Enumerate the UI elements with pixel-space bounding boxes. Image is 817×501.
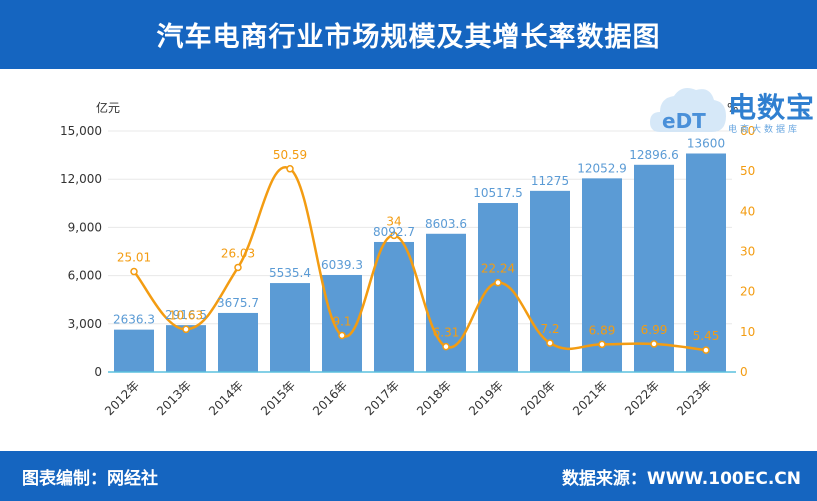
x-tick-label: 2019年 — [466, 378, 506, 418]
growth-rate-point — [286, 165, 294, 173]
bar-value-label: 12896.6 — [629, 148, 679, 162]
bar-value-label: 3675.7 — [217, 296, 259, 310]
bar-layer — [114, 153, 726, 372]
chart-svg: 2636.3 2916.5 3675.7 5535.4 6039.3 8092.7 8603… — [60, 100, 755, 418]
growth-rate-point — [650, 340, 658, 348]
title-banner: 汽车电商行业市场规模及其增长率数据图 — [0, 0, 817, 69]
logo-main-text: 电数宝 — [728, 91, 816, 124]
growth-rate-label: 6.99 — [641, 323, 668, 337]
bar-value-label: 11275 — [531, 174, 569, 188]
footer-credit: 图表编制：网经社 — [22, 469, 158, 489]
growth-rate-point — [338, 331, 346, 340]
line-layer — [130, 165, 710, 354]
y-right-tick-label: 20 — [740, 285, 755, 299]
growth-rate-label: 25.01 — [117, 251, 151, 265]
growth-rate-label: 6.31 — [433, 326, 460, 340]
y-left-tick-label: 12,000 — [60, 172, 102, 186]
x-tick-label: 2016年 — [310, 378, 350, 418]
y-left-tick-label: 9,000 — [68, 220, 102, 234]
growth-rate-label: 5.45 — [693, 329, 720, 343]
bar — [322, 274, 362, 372]
y-right-tick-label: 0 — [740, 365, 748, 379]
label-layer: 2636.3 2916.5 3675.7 5535.4 6039.3 8092.7 8603… — [113, 136, 725, 343]
x-tick-label: 2018年 — [414, 378, 454, 418]
logo-mark: eDT — [662, 109, 706, 133]
bar-value-label: 8092.7 — [373, 225, 415, 239]
growth-rate-label: 50.59 — [273, 148, 307, 162]
bar-value-label: 12052.9 — [577, 161, 627, 175]
growth-rate-point — [130, 267, 138, 276]
growth-rate-point — [234, 263, 242, 272]
bar — [426, 233, 466, 372]
cloud-logo-icon: eDT — [650, 88, 726, 133]
logo: eDT 电数宝 电商大数据库 — [648, 80, 816, 144]
bar-value-label: 6039.3 — [321, 258, 363, 272]
logo-sub-text: 电商大数据库 — [728, 125, 801, 135]
growth-rate-label: 7.2 — [540, 322, 559, 336]
y-left-tick-label: 0 — [94, 365, 102, 379]
x-tick-label: 2012年 — [102, 378, 142, 418]
grid-layer — [108, 130, 732, 325]
page-title: 汽车电商行业市场规模及其增长率数据图 — [156, 22, 661, 53]
x-tick-label: 2020年 — [518, 378, 558, 418]
bar-value-label: 13600 — [687, 136, 725, 150]
growth-rate-point — [702, 346, 710, 354]
y-left-tick-label: 15,000 — [60, 124, 102, 138]
bar-value-label: 2916.5 — [165, 308, 207, 322]
x-tick-label: 2022年 — [622, 378, 662, 418]
bar — [582, 178, 622, 372]
bar — [270, 283, 310, 372]
x-tick-label: 2013年 — [154, 378, 194, 418]
growth-rate-point — [182, 325, 190, 334]
y-left-tick-label: 6,000 — [68, 269, 102, 283]
growth-rate-label: 6.89 — [589, 323, 616, 337]
growth-rate-label: 34 — [386, 214, 401, 228]
y-right-tick-label: 40 — [740, 204, 755, 218]
y-right-tick-label: 10 — [740, 325, 755, 339]
y-right-axis-title: % — [727, 101, 738, 115]
growth-rate-label: 26.03 — [221, 246, 255, 260]
growth-rate-point — [598, 340, 606, 349]
footer-banner: 图表编制：网经社 数据来源：WWW.100EC.CN — [0, 451, 817, 501]
x-tick-label: 2023年 — [674, 378, 714, 418]
y-right-tick-label: 50 — [740, 164, 755, 178]
x-tick-label: 2015年 — [258, 378, 298, 418]
bar-value-label: 2636.3 — [113, 313, 155, 327]
growth-rate-point — [546, 339, 554, 347]
growth-rate-label: 22.24 — [481, 262, 515, 276]
bar — [218, 312, 258, 372]
bar-value-label: 8603.6 — [425, 217, 467, 231]
bar-value-label: 5535.4 — [269, 266, 311, 280]
x-tick-label: 2014年 — [206, 378, 246, 418]
bar — [686, 153, 726, 372]
growth-rate-label: 10.63 — [169, 308, 203, 322]
footer-source: 数据来源：WWW.100EC.CN — [561, 469, 801, 489]
bar — [634, 164, 674, 372]
y-left-axis-title: 亿元 — [96, 100, 120, 115]
y-right-tick-label: 30 — [740, 245, 755, 259]
bar — [114, 329, 154, 372]
growth-rate-point — [494, 278, 502, 287]
growth-rate-point — [390, 231, 398, 240]
y-left-tick-label: 3,000 — [68, 317, 102, 331]
x-tick-label: 2021年 — [570, 378, 610, 418]
growth-rate-point — [442, 342, 450, 351]
bar-value-label: 10517.5 — [473, 186, 523, 200]
growth-rate-label: 9.1 — [332, 314, 351, 328]
y-right-tick-label: 60 — [740, 124, 755, 138]
bar — [478, 203, 518, 372]
bar — [374, 241, 414, 372]
x-tick-label: 2017年 — [362, 378, 402, 418]
